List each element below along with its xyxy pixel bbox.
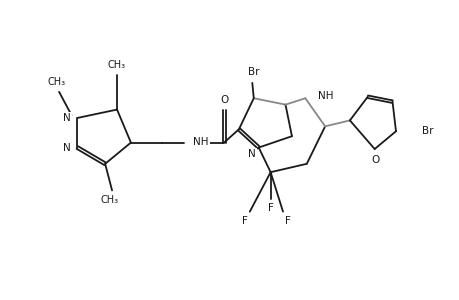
Text: N: N (63, 113, 71, 123)
Text: F: F (285, 217, 290, 226)
Text: N: N (248, 149, 256, 159)
Text: F: F (241, 217, 247, 226)
Text: CH₃: CH₃ (101, 195, 118, 205)
Text: CH₃: CH₃ (108, 60, 126, 70)
Text: Br: Br (247, 67, 259, 77)
Text: N: N (63, 142, 71, 152)
Text: CH₃: CH₃ (47, 77, 66, 87)
Text: F: F (267, 203, 273, 213)
Text: Br: Br (421, 126, 432, 136)
Text: O: O (371, 155, 379, 165)
Text: NH: NH (317, 91, 332, 101)
Text: NH: NH (193, 137, 208, 147)
Text: O: O (219, 95, 228, 105)
